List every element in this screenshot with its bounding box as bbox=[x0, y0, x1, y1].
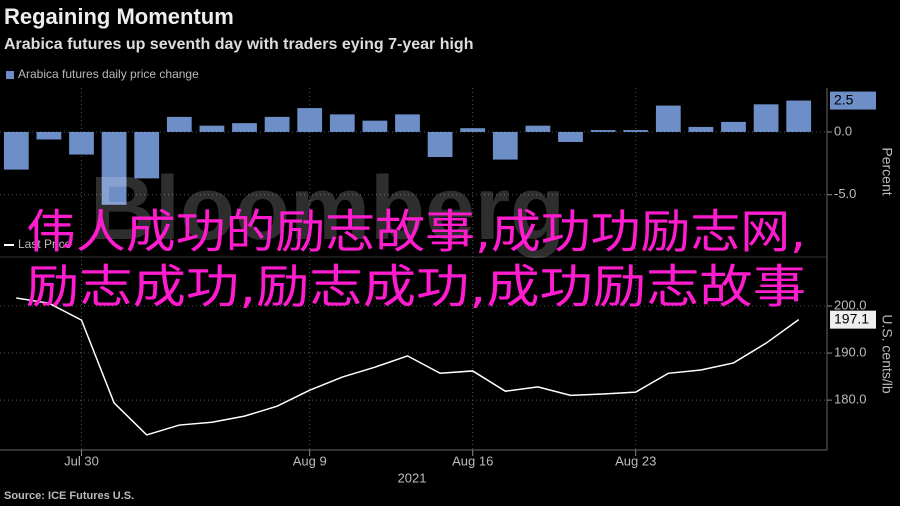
y-tick-label: 0.0 bbox=[834, 123, 852, 138]
bar bbox=[623, 130, 649, 132]
bar bbox=[460, 128, 486, 132]
bar bbox=[753, 104, 779, 132]
bar bbox=[558, 131, 583, 142]
bar bbox=[134, 131, 160, 179]
bar bbox=[199, 125, 225, 132]
bar bbox=[101, 131, 127, 205]
y-tick-label: 200.0 bbox=[834, 297, 867, 312]
value-box bbox=[830, 91, 876, 110]
overlay-text: 伟人成功的励志故事,成功功励志网, bbox=[26, 205, 806, 259]
value-label: 197.1 bbox=[834, 310, 869, 326]
bar bbox=[427, 131, 453, 158]
bar bbox=[721, 121, 746, 132]
bar bbox=[525, 125, 551, 132]
bar bbox=[362, 120, 388, 132]
bar bbox=[786, 100, 812, 132]
value-box bbox=[830, 310, 876, 329]
bar bbox=[36, 131, 62, 140]
bar bbox=[232, 123, 257, 132]
bar bbox=[166, 116, 192, 132]
bar bbox=[655, 105, 681, 132]
bar bbox=[395, 114, 420, 132]
bar bbox=[297, 108, 323, 132]
y-axis-title: U.S. cents/lb bbox=[879, 314, 895, 394]
value-label: 2.5 bbox=[834, 91, 854, 107]
chart-subtitle: Arabica futures up seventh day with trad… bbox=[4, 36, 473, 53]
y-tick-label: 190.0 bbox=[834, 344, 867, 359]
watermark: Bloomberg bbox=[90, 159, 565, 259]
bar bbox=[264, 116, 290, 132]
bar bbox=[590, 130, 616, 132]
legend-label: Arabica futures daily price change bbox=[18, 67, 199, 81]
line bbox=[16, 297, 800, 436]
legend-label: Last Price bbox=[18, 237, 72, 251]
x-tick-label: Jul 30 bbox=[64, 453, 99, 468]
source: Source: ICE Futures U.S. bbox=[4, 490, 134, 502]
year-label: 2021 bbox=[398, 470, 427, 485]
overlay-text: 励志成功,励志成功,成功励志故事 bbox=[26, 260, 806, 314]
x-tick-label: Aug 23 bbox=[615, 453, 656, 468]
chart-title: Regaining Momentum bbox=[4, 4, 234, 29]
y-tick-label: -5.0 bbox=[834, 186, 856, 201]
bar bbox=[688, 126, 714, 132]
y-axis-title: Percent bbox=[879, 147, 895, 195]
x-tick-label: Aug 9 bbox=[293, 453, 327, 468]
y-tick-label: 180.0 bbox=[834, 392, 867, 407]
bar bbox=[492, 131, 518, 160]
bar bbox=[3, 131, 29, 170]
bar bbox=[69, 131, 94, 155]
x-tick-label: Aug 16 bbox=[452, 453, 493, 468]
bar bbox=[329, 114, 355, 132]
legend-swatch bbox=[6, 71, 14, 79]
